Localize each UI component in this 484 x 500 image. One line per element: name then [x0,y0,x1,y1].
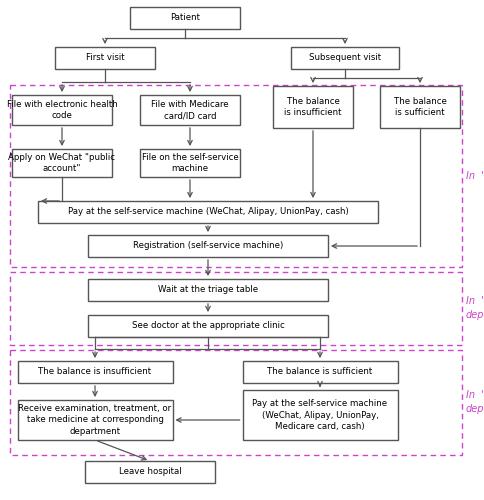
Text: Apply on WeChat "public
account": Apply on WeChat "public account" [9,153,116,173]
FancyBboxPatch shape [55,47,155,69]
Text: First visit: First visit [86,54,124,62]
FancyBboxPatch shape [130,7,240,29]
Text: In  "specialized
department": In "specialized department" [466,296,484,320]
Text: The balance is sufficient: The balance is sufficient [267,368,373,376]
FancyBboxPatch shape [38,201,378,223]
Text: The balance is insufficient: The balance is insufficient [38,368,151,376]
Text: See doctor at the appropriate clinic: See doctor at the appropriate clinic [132,322,285,330]
Text: Pay at the self-service machine
(WeChat, Alipay, UnionPay,
Medicare card, cash): Pay at the self-service machine (WeChat,… [253,400,388,430]
FancyBboxPatch shape [140,149,240,177]
FancyBboxPatch shape [88,315,328,337]
FancyBboxPatch shape [85,461,215,483]
FancyBboxPatch shape [17,400,172,440]
FancyBboxPatch shape [242,361,397,383]
Text: The balance
is sufficient: The balance is sufficient [393,97,446,117]
Text: In  "public
department": In "public department" [466,390,484,413]
FancyBboxPatch shape [17,361,172,383]
FancyBboxPatch shape [273,86,353,128]
Text: Pay at the self-service machine (WeChat, Alipay, UnionPay, cash): Pay at the self-service machine (WeChat,… [68,208,348,216]
Text: Subsequent visit: Subsequent visit [309,54,381,62]
FancyBboxPatch shape [88,279,328,301]
Text: The balance
is insufficient: The balance is insufficient [284,97,342,117]
FancyBboxPatch shape [12,149,112,177]
FancyBboxPatch shape [140,95,240,125]
Text: File on the self-service
machine: File on the self-service machine [142,153,239,173]
Text: File with electronic health
code: File with electronic health code [7,100,118,120]
FancyBboxPatch shape [291,47,399,69]
FancyBboxPatch shape [12,95,112,125]
FancyBboxPatch shape [88,235,328,257]
FancyBboxPatch shape [380,86,460,128]
Text: In  "registration": In "registration" [466,171,484,181]
Text: Leave hospital: Leave hospital [119,468,182,476]
Text: Receive examination, treatment, or
take medicine at corresponding
department: Receive examination, treatment, or take … [18,404,171,436]
FancyBboxPatch shape [242,390,397,440]
Text: Registration (self-service machine): Registration (self-service machine) [133,242,283,250]
Text: File with Medicare
card/ID card: File with Medicare card/ID card [151,100,229,120]
Text: Wait at the triage table: Wait at the triage table [158,286,258,294]
Text: Patient: Patient [170,14,200,22]
